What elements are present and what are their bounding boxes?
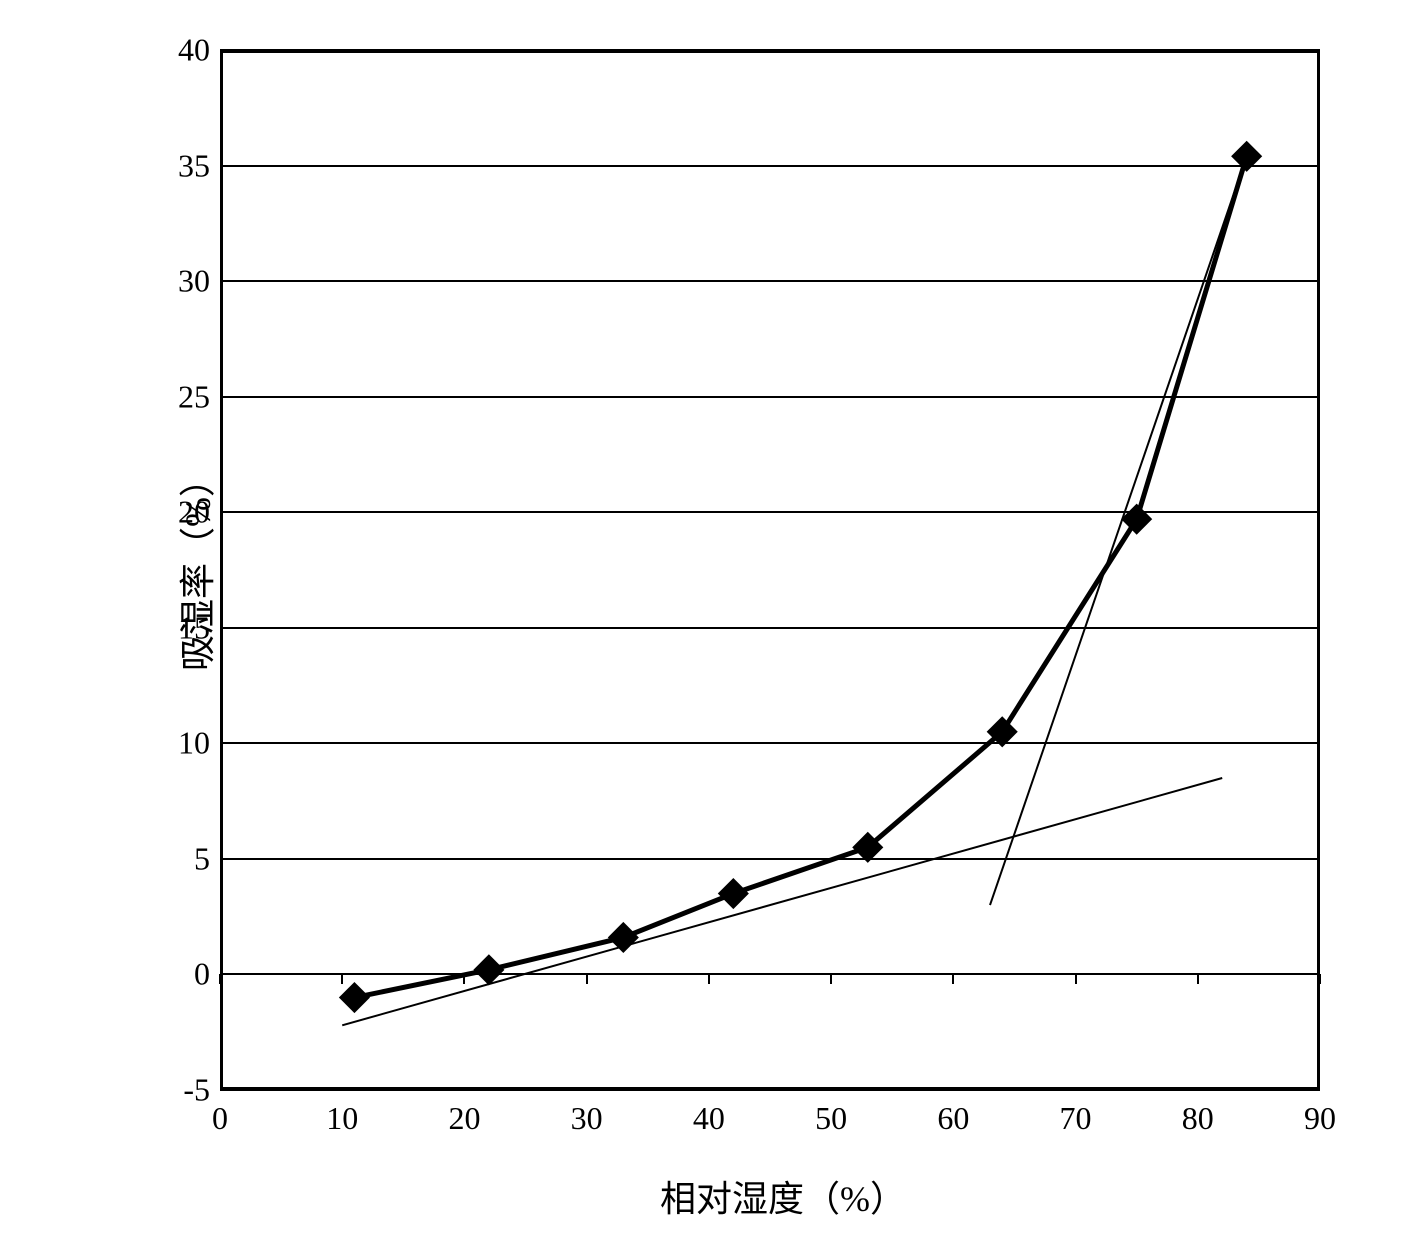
y-tick-label: 10: [130, 725, 210, 762]
x-tick-label: 50: [791, 1100, 871, 1137]
tangent-lines: [342, 156, 1246, 1025]
x-tick-label: 10: [302, 1100, 382, 1137]
chart-container: -50510152025303540 0102030405060708090 吸…: [100, 20, 1380, 1220]
tangent-line: [342, 778, 1222, 1025]
x-tick-label: 80: [1158, 1100, 1238, 1137]
x-tick-label: 30: [547, 1100, 627, 1137]
data-line: [354, 156, 1246, 997]
y-axis-title: 吸湿率（%）: [169, 461, 221, 671]
data-marker: [339, 982, 370, 1013]
series-line: [354, 156, 1246, 997]
x-tick-label: 90: [1280, 1100, 1360, 1137]
y-tick-label: 30: [130, 263, 210, 300]
x-axis-title: 相对湿度（%）: [660, 1170, 906, 1222]
x-tick-label: 70: [1036, 1100, 1116, 1137]
y-tick-label: 5: [130, 840, 210, 877]
y-tick-label: 25: [130, 378, 210, 415]
y-tick-label: 40: [130, 32, 210, 69]
x-tick-label: 60: [913, 1100, 993, 1137]
y-tick-label: 0: [130, 956, 210, 993]
x-tick-label: 20: [424, 1100, 504, 1137]
data-markers: [339, 141, 1262, 1013]
tangent-line: [990, 156, 1247, 905]
x-tick-label: 40: [669, 1100, 749, 1137]
x-tick-label: 0: [180, 1100, 260, 1137]
data-marker: [718, 878, 749, 909]
y-tick-label: 35: [130, 147, 210, 184]
chart-svg: [220, 50, 1320, 1090]
data-marker: [1231, 141, 1262, 172]
